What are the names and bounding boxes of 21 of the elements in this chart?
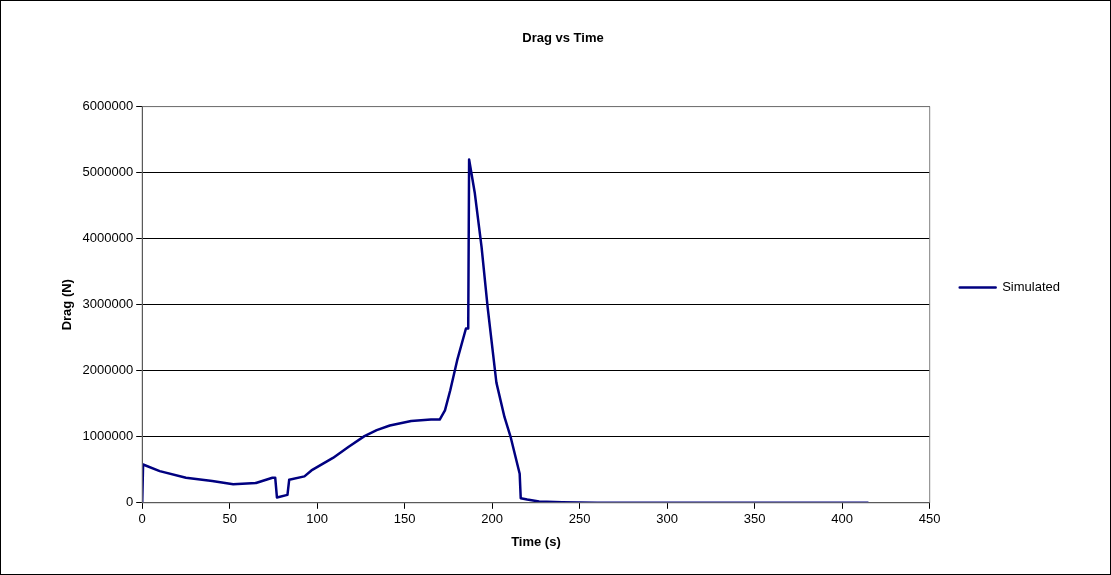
x-tick-label: 150 (393, 511, 416, 527)
x-tick-label: 50 (222, 511, 237, 527)
x-tick-label: 400 (831, 511, 854, 527)
y-tick-label: 4000000 (82, 230, 134, 246)
y-tick-label: 6000000 (82, 98, 134, 114)
y-tick-label: 2000000 (82, 362, 134, 378)
x-tick-label: 450 (918, 511, 941, 527)
chart-title: Drag vs Time (522, 30, 604, 46)
x-tick-label: 250 (568, 511, 591, 527)
x-tick-label: 0 (138, 511, 146, 527)
y-tick-label: 1000000 (82, 428, 134, 444)
y-tick-label: 5000000 (82, 164, 134, 180)
x-axis-title: Time (s) (511, 533, 561, 549)
y-tick-label: 0 (125, 494, 134, 510)
x-tick-label: 100 (306, 511, 329, 527)
x-tick-label: 350 (743, 511, 766, 527)
x-tick-label: 300 (656, 511, 679, 527)
y-axis-title: Drag (N) (59, 279, 75, 331)
x-tick-label: 200 (481, 511, 504, 527)
y-tick-label: 3000000 (82, 296, 134, 312)
legend-label: Simulated (1002, 279, 1060, 295)
